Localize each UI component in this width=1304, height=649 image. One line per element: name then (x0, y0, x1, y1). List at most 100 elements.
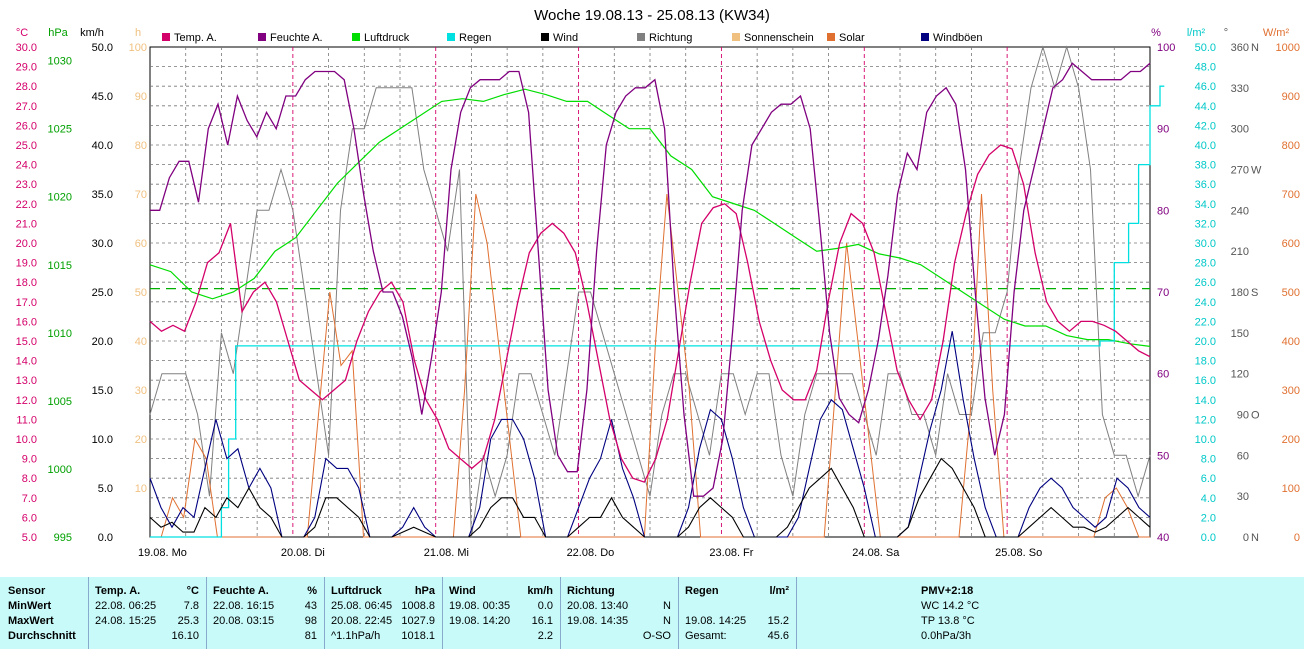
axis-unit-label: °C (16, 27, 28, 39)
sun-tick-label: 100 (129, 42, 147, 54)
stats-pmv-tp: TP 13.8 °C (921, 615, 975, 627)
sun-tick-label: 20 (135, 434, 147, 446)
stats-hum-avg-value: 81 (304, 630, 317, 642)
wind-tick-label: 15.0 (92, 385, 113, 397)
stats-sensor-col: Sensor MinWert MaxWert Durchschnitt (0, 577, 88, 649)
legend-swatch (447, 33, 455, 41)
solar-tick-label: 600 (1282, 238, 1300, 250)
sun-tick-label: 40 (135, 336, 147, 348)
stats-press-avg-value: 1018.1 (401, 630, 435, 642)
temp-tick-label: 9.0 (22, 454, 37, 466)
stats-press-min-time: 25.08. 06:45 (331, 600, 393, 612)
axis-ticks: 5.0 6.0 7.0 8.0 9.0 10.0 11.0 12.0 13.0 14.0 15.0 1… (16, 42, 1300, 544)
wind-tick-label: 0.0 (98, 532, 113, 544)
x-axis-day-label: 20.08. Di (281, 547, 325, 559)
rain-tick-label: 4.0 (1201, 493, 1216, 505)
pressure-tick-label: 1005 (48, 396, 72, 408)
series-solar (150, 193, 1150, 538)
solar-tick-label: 700 (1282, 189, 1300, 201)
axis-unit-label: ° (1224, 27, 1228, 39)
stats-temp-col: Temp. A. °C 22.08. 06:25 7.8 24.08. 15:2… (88, 577, 207, 649)
pressure-tick-label: 995 (54, 532, 72, 544)
stats-wind-max-value: 16.1 (531, 615, 553, 627)
direction-compass-label: O (1251, 410, 1260, 422)
stats-press-max-value: 1027.9 (401, 615, 435, 627)
temp-tick-label: 16.0 (16, 316, 37, 328)
sun-tick-label: 80 (135, 140, 147, 152)
direction-tick-label: 360 (1231, 42, 1249, 54)
stats-temp-min-value: 7.8 (183, 600, 199, 612)
temp-tick-label: 17.0 (16, 297, 37, 309)
wind-tick-label: 50.0 (92, 42, 113, 54)
stats-press-trend: ^1.1hPa/h (331, 630, 381, 642)
stats-hum-max-value: 98 (304, 615, 317, 627)
temp-tick-label: 14.0 (16, 356, 37, 368)
temp-tick-label: 6.0 (22, 512, 37, 524)
stats-press-min-value: 1008.8 (401, 600, 435, 612)
rain-tick-label: 18.0 (1195, 356, 1216, 368)
stats-rain-max-time: 19.08. 14:25 (685, 615, 747, 627)
direction-compass-label: N (1251, 42, 1259, 54)
temp-tick-label: 21.0 (16, 218, 37, 230)
sun-tick-label: 90 (135, 91, 147, 103)
legend-swatch (637, 33, 645, 41)
temp-tick-label: 18.0 (16, 277, 37, 289)
direction-tick-label: 90 (1237, 410, 1249, 422)
legend-label: Solar (839, 32, 865, 44)
temp-tick-label: 10.0 (16, 434, 37, 446)
axis-unit-label: km/h (80, 27, 104, 39)
temp-tick-label: 11.0 (16, 414, 37, 426)
solar-tick-label: 900 (1282, 91, 1300, 103)
solar-tick-label: 0 (1294, 532, 1300, 544)
humidity-tick-label: 40 (1157, 532, 1169, 544)
stats-dir-min-time: 20.08. 13:40 (567, 600, 629, 612)
sun-tick-label: 30 (135, 385, 147, 397)
stats-hum-min-value: 43 (304, 600, 317, 612)
rain-tick-label: 28.0 (1195, 258, 1216, 270)
legend-label: Richtung (649, 32, 692, 44)
rain-tick-label: 2.0 (1201, 512, 1216, 524)
sun-tick-label: 70 (135, 189, 147, 201)
series-pressure (149, 88, 1151, 347)
legend-label: Sonnenschein (744, 32, 814, 44)
direction-tick-label: 60 (1237, 450, 1249, 462)
series-temp (149, 144, 1151, 483)
legend-label: Regen (459, 32, 491, 44)
sun-tick-label: 60 (135, 238, 147, 250)
stats-header-pmv: PMV+2:18 (921, 585, 974, 597)
direction-compass-label: W (1251, 165, 1262, 177)
stats-temp-min-time: 22.08. 06:25 (95, 600, 157, 612)
rain-tick-label: 16.0 (1195, 375, 1216, 387)
axis-units: °C hPa km/h h% l/m² ° W/m² (16, 27, 1290, 39)
pressure-tick-label: 1020 (48, 192, 72, 204)
rain-tick-label: 34.0 (1195, 199, 1216, 211)
x-axis-day-label: 23.08. Fr (709, 547, 753, 559)
temp-tick-label: 26.0 (16, 120, 37, 132)
stats-header-press: Luftdruck (331, 585, 382, 597)
legend-swatch (732, 33, 740, 41)
stats-wind-col: Wind km/h 19.08. 00:35 0.0 19.08. 14:20 … (442, 577, 561, 649)
solar-tick-label: 800 (1282, 140, 1300, 152)
rain-tick-label: 20.0 (1195, 336, 1216, 348)
rain-tick-label: 40.0 (1195, 140, 1216, 152)
legend-swatch (352, 33, 360, 41)
direction-tick-label: 30 (1237, 491, 1249, 503)
legend-label: Temp. A. (174, 32, 217, 44)
humidity-tick-label: 60 (1157, 369, 1169, 381)
stats-header-wind: Wind (449, 585, 476, 597)
stats-temp-max-time: 24.08. 15:25 (95, 615, 157, 627)
legend-swatch (827, 33, 835, 41)
x-axis-day-label: 21.08. Mi (424, 547, 469, 559)
stats-rain-total-value: 45.6 (767, 630, 789, 642)
rain-tick-label: 48.0 (1195, 62, 1216, 74)
stats-header-press-unit: hPa (414, 585, 435, 597)
series-rain (150, 85, 1165, 538)
axis-unit-label: h (135, 27, 141, 39)
stats-row-avg-label: Durchschnitt (8, 630, 76, 642)
stats-rain-max-value: 15.2 (767, 615, 789, 627)
direction-tick-label: 150 (1231, 328, 1249, 340)
pressure-tick-label: 1010 (48, 328, 72, 340)
pressure-tick-label: 1015 (48, 260, 72, 272)
stats-temp-max-value: 25.3 (177, 615, 199, 627)
stats-header-rain-unit: l/m² (769, 585, 789, 597)
